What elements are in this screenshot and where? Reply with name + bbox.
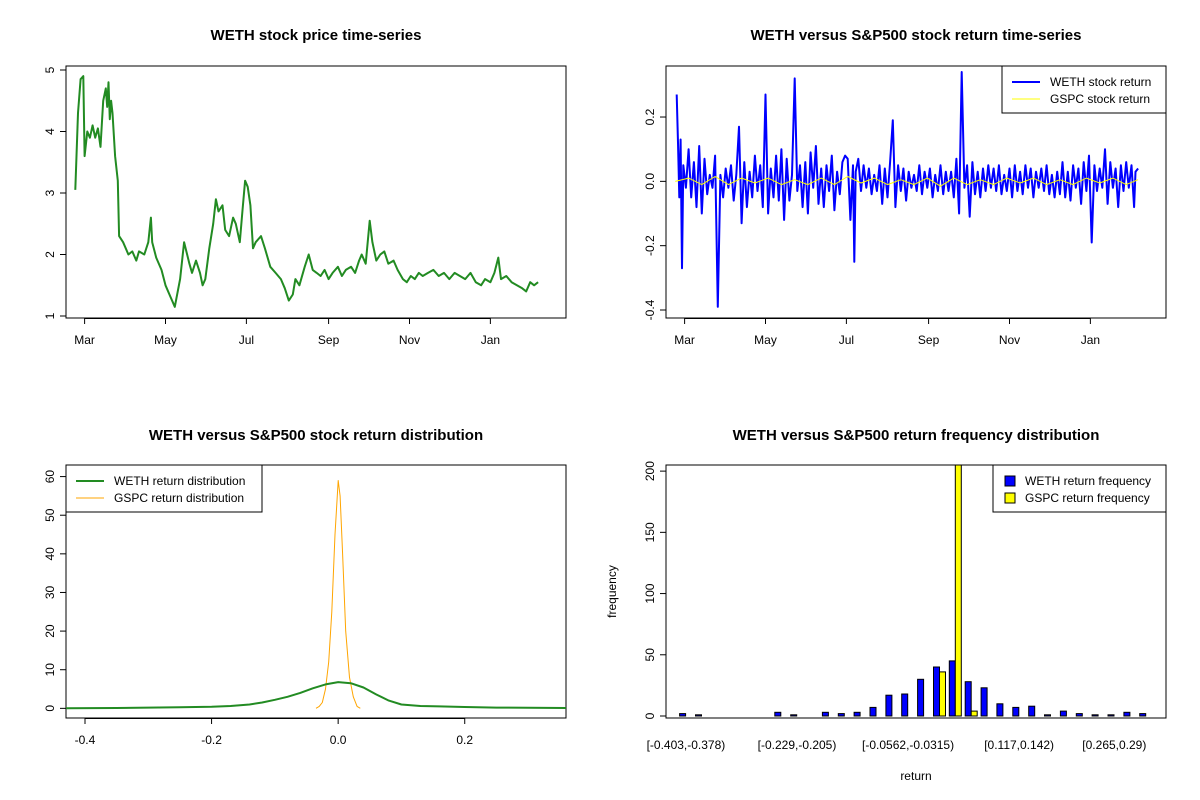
- y-tick-label: 20: [43, 624, 57, 638]
- legend-box: [992, 464, 1167, 513]
- weth-frequency-bar: [901, 693, 909, 717]
- weth-frequency-bar: [1123, 711, 1131, 717]
- x-tick-label: [0.117,0.142): [984, 738, 1054, 752]
- x-tick-label: 0.2: [456, 733, 473, 747]
- x-tick-label: Jan: [1081, 333, 1100, 347]
- weth-frequency-bar: [996, 703, 1004, 717]
- weth-frequency-bar: [1139, 713, 1147, 717]
- weth-frequency-bar: [790, 714, 798, 717]
- x-tick-label: [-0.403,-0.378): [647, 738, 726, 752]
- x-tick-label: Sep: [318, 333, 340, 347]
- x-tick-label: [0.265,0.29): [1082, 738, 1146, 752]
- legend-box: [65, 464, 263, 513]
- weth-frequency-bar: [964, 681, 972, 717]
- y-tick-label: 50: [643, 648, 657, 662]
- x-tick-label: Mar: [74, 333, 95, 347]
- x-tick-label: 0.0: [330, 733, 347, 747]
- x-tick-label: [-0.229,-0.205): [758, 738, 837, 752]
- weth-frequency-bar: [933, 666, 940, 717]
- weth-frequency-bar: [837, 713, 845, 717]
- weth-frequency-bar: [869, 706, 877, 717]
- y-tick-label: 100: [643, 583, 657, 603]
- y-tick-label: 30: [43, 585, 57, 599]
- weth-frequency-bar: [917, 678, 925, 717]
- weth-frequency-bar: [1075, 713, 1083, 717]
- y-tick-label: 3: [43, 189, 57, 196]
- chart-title: WETH versus S&P500 stock return distribu…: [149, 427, 483, 444]
- y-tick-label: 60: [43, 470, 57, 484]
- weth-frequency-bar: [774, 711, 782, 717]
- weth-density-line: [65, 681, 567, 710]
- x-tick-label: Mar: [674, 333, 695, 347]
- legend-box: [1001, 65, 1167, 114]
- y-tick-label: 40: [43, 547, 57, 561]
- legend-label: GSPC stock return: [1050, 92, 1150, 106]
- chart-title: WETH versus S&P500 stock return time-ser…: [751, 27, 1082, 44]
- weth-frequency-bar: [695, 714, 702, 717]
- weth-frequency-bar: [853, 711, 861, 717]
- weth-frequency-bar: [1044, 714, 1051, 717]
- x-tick-label: -0.4: [75, 733, 96, 747]
- y-tick-label: -0.4: [643, 299, 657, 320]
- x-tick-label: Jan: [481, 333, 500, 347]
- weth-frequency-bar: [885, 694, 893, 717]
- gspc-frequency-bar: [939, 671, 946, 717]
- chart-title: WETH stock price time-series: [211, 27, 422, 44]
- y-tick-label: 0: [643, 712, 657, 719]
- y-tick-label: 50: [43, 508, 57, 522]
- gspc-density-line: [315, 480, 361, 709]
- weth-frequency-bar: [1107, 714, 1115, 717]
- weth-frequency-bar: [821, 711, 829, 717]
- y-tick-label: 0: [43, 705, 57, 712]
- gspc-frequency-bar: [954, 464, 962, 717]
- x-tick-label: Nov: [399, 333, 420, 347]
- y-tick-label: 0.2: [643, 108, 657, 125]
- legend-label: WETH stock return: [1050, 75, 1151, 89]
- legend-label: GSPC return frequency: [1025, 491, 1150, 505]
- legend-swatch: [1004, 475, 1016, 487]
- weth-frequency-bar: [679, 713, 687, 717]
- weth-frequency-bar: [1091, 714, 1099, 717]
- x-tick-label: Jul: [239, 333, 254, 347]
- y-tick-label: 1: [43, 312, 57, 319]
- x-tick-label: Nov: [999, 333, 1020, 347]
- legend-swatch: [1004, 492, 1016, 504]
- y-tick-label: 200: [643, 461, 657, 481]
- weth-frequency-bar: [1012, 706, 1020, 717]
- chart-title: WETH versus S&P500 return frequency dist…: [733, 427, 1100, 444]
- y-tick-label: 10: [43, 663, 57, 677]
- x-tick-label: May: [754, 333, 777, 347]
- legend-label: GSPC return distribution: [114, 491, 244, 505]
- y-tick-label: -0.2: [643, 235, 657, 256]
- gspc-frequency-bar: [970, 710, 978, 717]
- legend-label: WETH return distribution: [114, 474, 245, 488]
- legend-label: WETH return frequency: [1025, 474, 1151, 488]
- x-tick-label: Jul: [839, 333, 854, 347]
- y-tick-label: 5: [43, 66, 57, 73]
- y-tick-label: 4: [43, 128, 57, 135]
- x-tick-label: [-0.0562,-0.0315): [862, 738, 954, 752]
- x-tick-label: Sep: [918, 333, 940, 347]
- weth-frequency-bar: [980, 687, 988, 717]
- x-tick-label: May: [154, 333, 177, 347]
- x-tick-label: -0.2: [201, 733, 222, 747]
- y-tick-label: 150: [643, 522, 657, 542]
- y-axis-label: frequency: [605, 565, 619, 618]
- price-line: [74, 75, 539, 308]
- x-axis-label: return: [900, 769, 931, 783]
- weth-frequency-bar: [1028, 705, 1036, 717]
- weth-frequency-bar: [948, 660, 956, 717]
- weth-return-line: [675, 71, 1139, 308]
- weth-frequency-bar: [1059, 710, 1067, 717]
- y-tick-label: 0.0: [643, 173, 657, 190]
- y-tick-label: 2: [43, 251, 57, 258]
- gspc-return-line: [675, 176, 1139, 187]
